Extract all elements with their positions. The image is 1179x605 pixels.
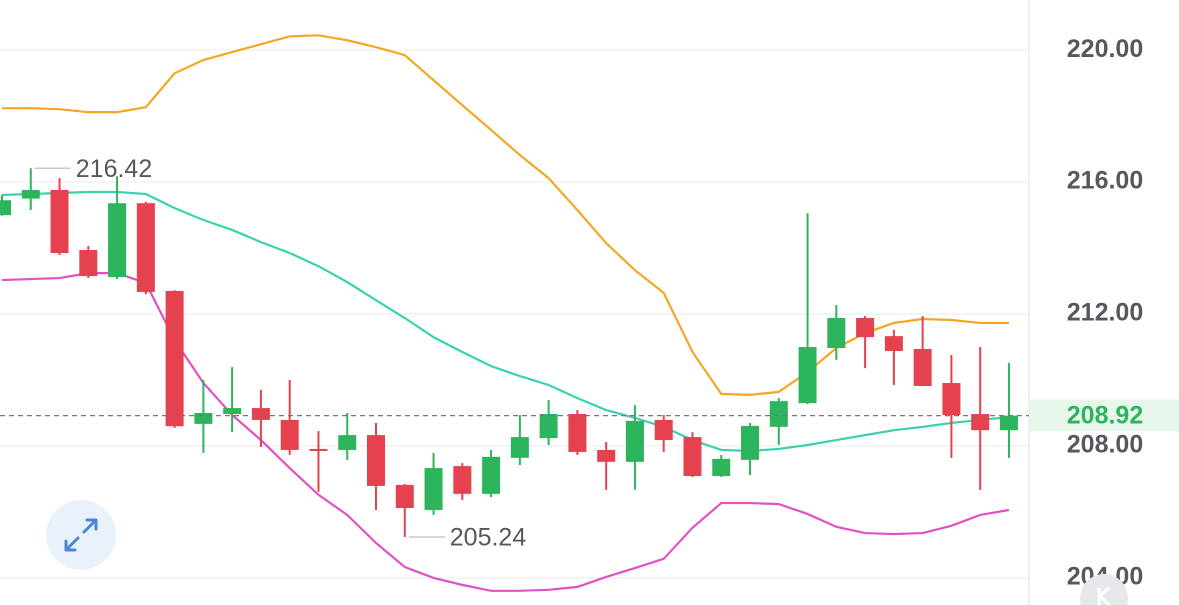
candle-body	[50, 190, 69, 254]
candle-body	[597, 449, 616, 462]
candle-body	[942, 382, 961, 415]
candle-body	[884, 336, 903, 351]
candle-body	[568, 413, 587, 452]
y-tick-label: 212.00	[1067, 299, 1143, 327]
candle-body	[625, 420, 644, 462]
candle-body	[280, 419, 299, 450]
candle-body	[856, 318, 875, 338]
logo	[1080, 574, 1128, 605]
y-tick-label: 216.00	[1067, 167, 1143, 195]
candle-body	[741, 425, 760, 460]
candle-body	[999, 415, 1018, 431]
candle-body	[136, 203, 155, 292]
expand-icon[interactable]	[64, 518, 98, 552]
y-tick-label: 208.00	[1067, 431, 1143, 459]
expand-circle[interactable]	[46, 500, 116, 570]
candle-body	[108, 203, 127, 278]
candle-body	[827, 318, 846, 349]
candle-body	[0, 200, 11, 216]
candle-body	[165, 290, 184, 427]
candle-body	[769, 401, 788, 427]
y-tick-label: 220.00	[1067, 35, 1143, 63]
candle-body	[539, 413, 558, 439]
candle-body	[424, 468, 443, 510]
candle-body	[482, 456, 501, 494]
candle-body	[338, 435, 357, 450]
candle-body	[510, 437, 529, 458]
band-line	[1, 190, 1010, 453]
candle-body	[913, 349, 932, 386]
last-price-box	[1030, 399, 1179, 432]
expand-button[interactable]	[46, 500, 116, 570]
candle-body	[712, 458, 731, 477]
candle-body	[395, 484, 414, 509]
candle-body	[798, 347, 817, 404]
candle-body	[21, 190, 40, 199]
candle-body	[309, 448, 328, 451]
candle-body	[971, 413, 990, 431]
candle-body	[79, 250, 98, 277]
low-label: 205.24	[450, 524, 527, 552]
candle-body	[194, 413, 213, 424]
candle-body	[683, 437, 702, 477]
candle-body	[453, 466, 472, 494]
candle-body	[654, 419, 673, 441]
candle-body	[251, 408, 270, 420]
candle-body	[223, 408, 242, 414]
last-price-label: 208.92	[1067, 401, 1143, 429]
high-label: 216.42	[76, 155, 152, 183]
logo-k	[1097, 586, 1111, 605]
candle-body	[367, 435, 386, 486]
